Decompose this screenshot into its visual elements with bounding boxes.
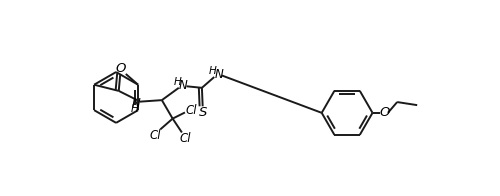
Text: Cl: Cl: [179, 132, 190, 145]
Text: H: H: [174, 77, 181, 87]
Text: Cl: Cl: [186, 104, 197, 117]
Text: S: S: [200, 106, 207, 119]
Text: H: H: [209, 66, 216, 76]
Text: N: N: [179, 79, 188, 92]
Text: N: N: [214, 68, 223, 81]
Text: O: O: [116, 62, 126, 75]
Text: N: N: [132, 97, 140, 110]
Text: O: O: [380, 106, 390, 119]
Text: Cl: Cl: [150, 129, 162, 142]
Text: H: H: [131, 104, 139, 114]
